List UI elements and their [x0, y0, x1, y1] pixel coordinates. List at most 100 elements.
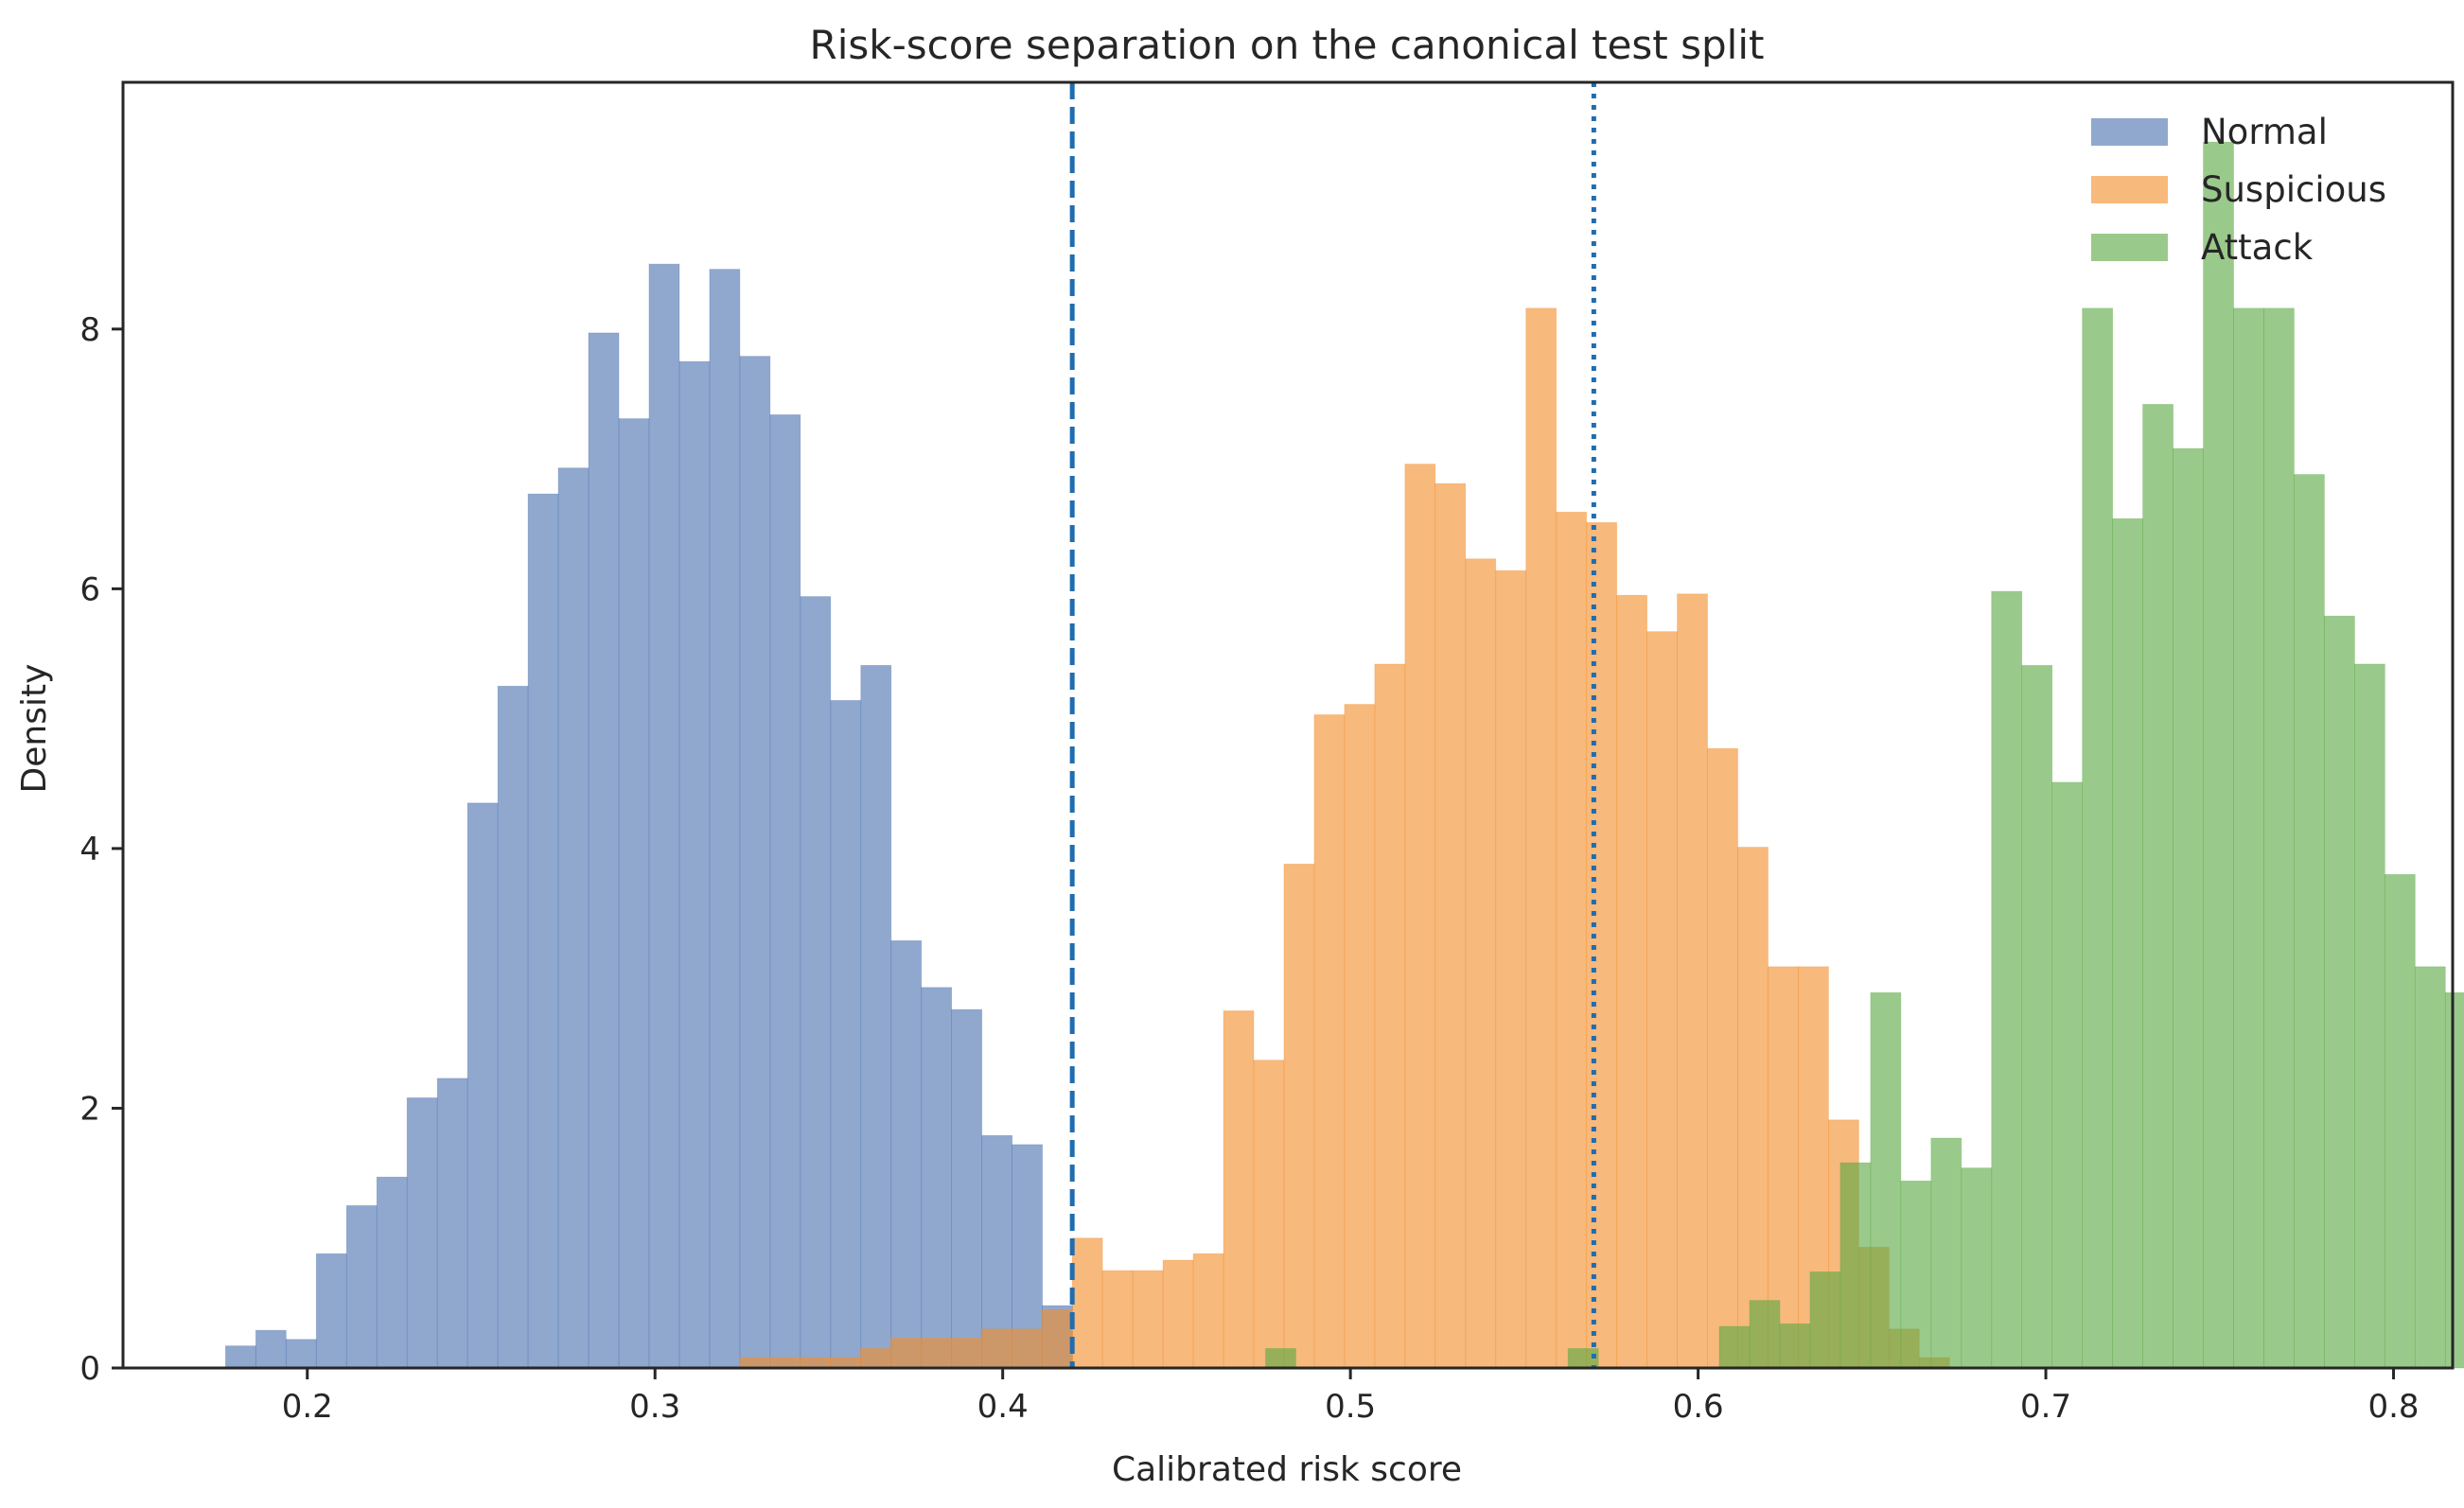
bar-normal — [588, 332, 620, 1369]
legend-swatch-suspicious — [2091, 176, 2168, 203]
bar-normal — [890, 939, 923, 1369]
x-tick-label: 0.4 — [977, 1388, 1029, 1426]
bar-attack — [2142, 404, 2174, 1369]
bar-suspicious — [1011, 1328, 1043, 1369]
bar-normal — [406, 1097, 438, 1369]
bar-normal — [769, 414, 801, 1369]
bar-attack — [1779, 1323, 1811, 1369]
bar-attack — [2173, 447, 2204, 1369]
x-axis-ticks: 0.2 0.3 0.4 0.5 0.6 0.7 0.8 — [282, 1368, 2420, 1426]
chart-title: Risk-score separation on the canonical t… — [810, 22, 1765, 68]
bar-normal — [830, 700, 862, 1369]
bars-layer — [224, 141, 2464, 1369]
bar-suspicious — [1556, 511, 1588, 1369]
bar-suspicious — [1192, 1253, 1224, 1369]
bar-suspicious — [1071, 1237, 1103, 1369]
y-axis-ticks: 0 2 4 6 8 — [79, 311, 123, 1388]
bar-normal — [315, 1253, 347, 1369]
bar-suspicious — [1223, 1010, 1255, 1369]
bar-attack — [2384, 873, 2416, 1369]
bar-suspicious — [1465, 558, 1497, 1369]
bar-normal — [527, 493, 559, 1369]
y-tick-label: 6 — [79, 570, 100, 608]
y-tick-label: 8 — [79, 311, 100, 349]
bar-suspicious — [1374, 663, 1406, 1369]
bar-normal — [739, 356, 771, 1369]
series-normal — [224, 263, 1073, 1369]
bar-suspicious — [1646, 631, 1678, 1369]
bar-suspicious — [889, 1338, 922, 1369]
bar-normal — [557, 467, 590, 1369]
bar-normal — [285, 1339, 317, 1369]
bar-attack — [2203, 141, 2234, 1369]
bar-attack — [1718, 1325, 1751, 1369]
bar-attack — [1749, 1300, 1781, 1369]
bar-normal — [436, 1078, 468, 1369]
bar-attack — [2353, 663, 2385, 1369]
bar-attack — [1839, 1162, 1872, 1369]
x-tick-label: 0.6 — [1673, 1388, 1724, 1426]
threshold-layer — [1069, 82, 1596, 1368]
x-axis-label: Calibrated risk score — [1112, 1450, 1462, 1489]
bar-attack — [1991, 590, 2023, 1369]
legend-swatch-normal — [2091, 118, 2168, 146]
legend-label-attack: Attack — [2201, 227, 2314, 268]
bar-attack — [1930, 1137, 1962, 1369]
series-attack — [1265, 141, 2464, 1369]
bar-suspicious — [980, 1328, 1012, 1369]
bar-attack — [1265, 1348, 1296, 1369]
legend-swatch-attack — [2091, 234, 2168, 261]
bar-suspicious — [1525, 307, 1558, 1369]
x-tick-label: 0.7 — [2020, 1388, 2071, 1426]
legend: Normal Suspicious Attack — [2091, 112, 2386, 268]
bar-suspicious — [1313, 714, 1346, 1369]
bar-attack — [1900, 1180, 1932, 1369]
bar-attack — [2082, 307, 2114, 1369]
bar-suspicious — [1434, 482, 1467, 1369]
legend-label-normal: Normal — [2201, 112, 2328, 152]
bar-normal — [376, 1176, 408, 1369]
bar-normal — [345, 1205, 378, 1369]
bar-normal — [860, 664, 892, 1369]
bar-suspicious — [1132, 1270, 1164, 1369]
bar-suspicious — [1404, 464, 1436, 1369]
bar-suspicious — [830, 1357, 861, 1369]
bar-suspicious — [739, 1357, 770, 1369]
bar-normal — [618, 418, 650, 1369]
bar-suspicious — [1737, 847, 1769, 1369]
y-tick-label: 2 — [79, 1090, 100, 1128]
bar-normal — [800, 596, 832, 1369]
bar-suspicious — [920, 1338, 952, 1369]
plot-area-frame — [121, 80, 2455, 1370]
bar-suspicious — [769, 1357, 801, 1369]
bar-normal — [709, 269, 741, 1369]
bar-normal — [648, 263, 680, 1369]
bar-normal — [921, 987, 953, 1369]
bar-normal — [466, 802, 499, 1369]
bar-suspicious — [1344, 704, 1376, 1369]
bar-suspicious — [1101, 1270, 1134, 1369]
bar-attack — [2294, 474, 2325, 1369]
bar-normal — [678, 360, 711, 1369]
bar-suspicious — [1283, 863, 1315, 1369]
x-tick-label: 0.3 — [629, 1388, 680, 1426]
series-suspicious — [739, 307, 1950, 1369]
bar-attack — [2233, 307, 2264, 1369]
bar-suspicious — [1041, 1308, 1073, 1369]
bar-attack — [1809, 1271, 1841, 1369]
bar-suspicious — [1495, 570, 1527, 1369]
bar-attack — [2414, 966, 2446, 1369]
y-axis-label: Density — [15, 664, 54, 794]
x-tick-label: 0.5 — [1325, 1388, 1376, 1426]
bar-attack — [2112, 517, 2143, 1369]
bar-normal — [497, 685, 529, 1369]
bar-attack — [1961, 1167, 1993, 1369]
y-tick-label: 0 — [79, 1350, 100, 1388]
bar-normal — [224, 1345, 256, 1369]
bar-suspicious — [859, 1348, 891, 1369]
bar-attack — [2444, 991, 2464, 1369]
bar-suspicious — [1616, 594, 1647, 1369]
x-tick-label: 0.2 — [282, 1388, 333, 1426]
